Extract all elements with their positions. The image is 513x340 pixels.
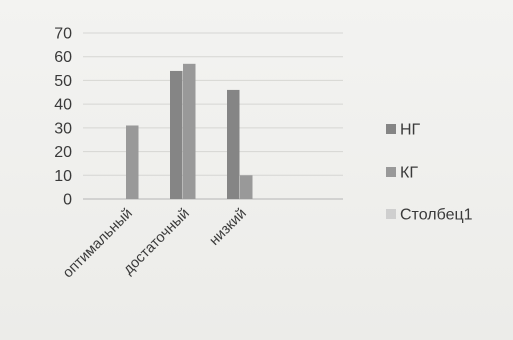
legend-swatch: [386, 167, 396, 177]
bars: [126, 63, 253, 200]
y-tick-label: 70: [54, 26, 72, 43]
bar-НГ-достаточный: [170, 70, 183, 199]
legend-label: НГ: [400, 122, 421, 139]
y-tick-label: 30: [54, 120, 72, 137]
gridlines: [83, 32, 343, 200]
y-tick-label: 40: [54, 97, 72, 114]
y-tick-label: 50: [54, 73, 72, 90]
y-tick-label: 60: [54, 49, 72, 66]
y-tick-label: 10: [54, 168, 72, 185]
legend-label: Столбец1: [400, 207, 473, 224]
bar-КГ-достаточный: [183, 63, 196, 200]
bar-КГ-низкий: [240, 175, 253, 199]
bar-КГ-оптимальный: [126, 125, 139, 199]
legend-label: КГ: [400, 165, 418, 182]
y-axis: 0 10 20 30 40 50 60 70: [54, 26, 72, 209]
y-tick-label: 0: [63, 192, 72, 209]
bar-НГ-низкий: [227, 89, 240, 199]
y-tick-label: 20: [54, 144, 72, 161]
legend: НГ КГ Столбец1: [386, 122, 473, 224]
x-tick-label: низкий: [206, 206, 249, 249]
legend-swatch: [386, 209, 396, 219]
legend-swatch: [386, 124, 396, 134]
